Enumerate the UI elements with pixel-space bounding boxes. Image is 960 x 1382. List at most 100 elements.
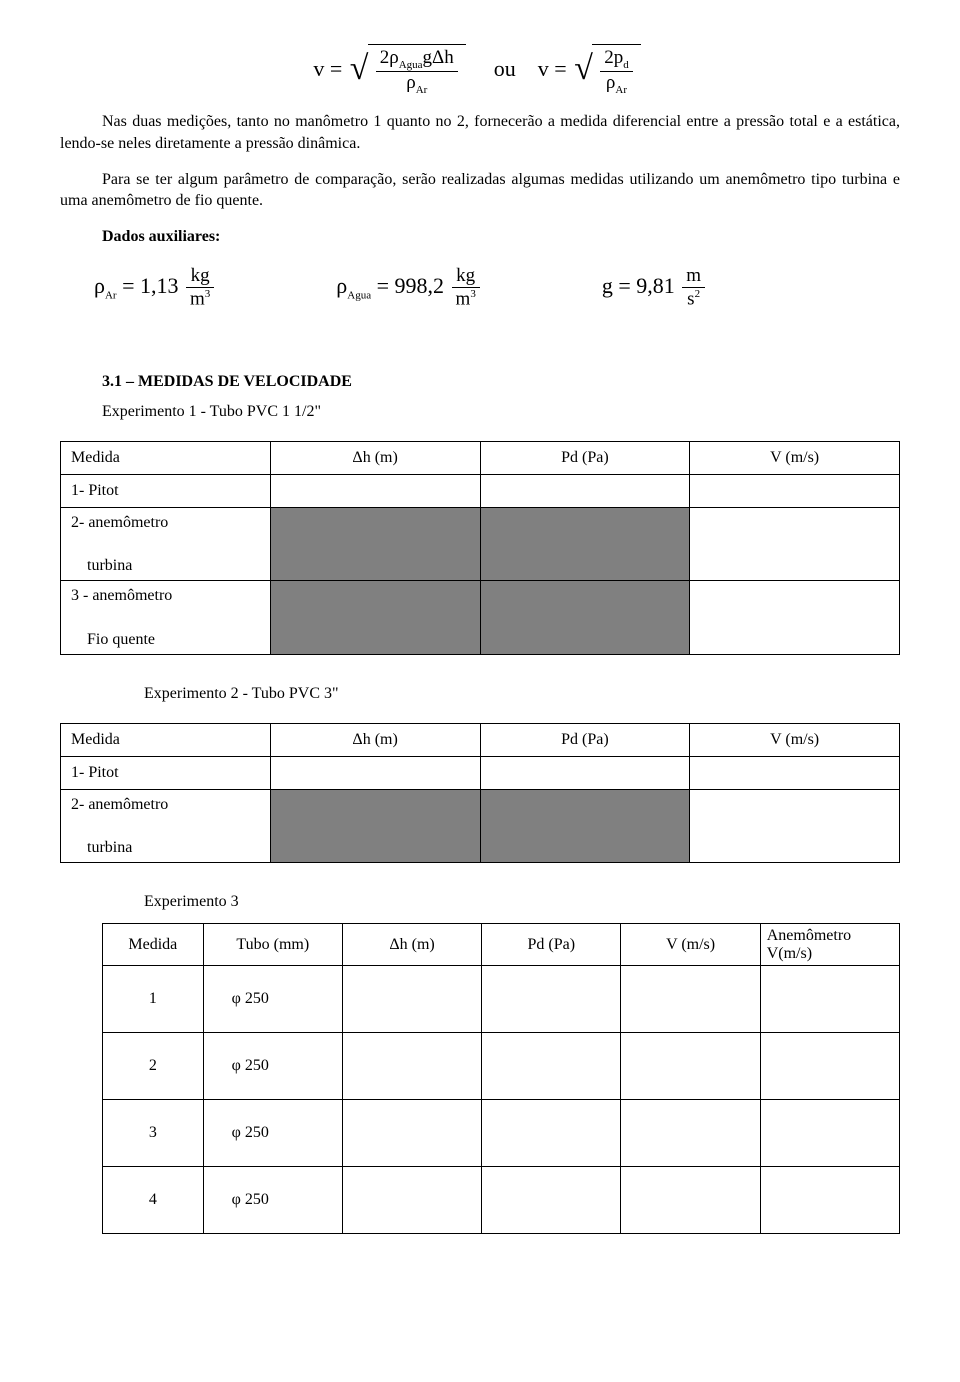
table-row: 2 φ 250 (103, 1033, 900, 1100)
cell (690, 474, 900, 507)
exp2-h2: Pd (Pa) (480, 723, 690, 756)
formula-num2: 2pd (600, 47, 633, 72)
anemo-line2: V(m/s) (767, 945, 812, 962)
rho-agua-unit-den: m3 (452, 288, 480, 311)
cell (482, 1033, 621, 1100)
exp1-r1-label: 2- anemômetro turbina (61, 507, 271, 581)
dados-auxiliares-row: ρAr = 1,13 kg m3 ρAgua = 998,2 kg m3 g =… (94, 265, 900, 311)
cell (690, 789, 900, 863)
formula-den2: ρAr (600, 72, 633, 97)
exp3-r0-tubo: φ 250 (203, 966, 342, 1033)
exp3-h2: Δh (m) (342, 924, 481, 966)
table-row: 3 - anemômetro Fio quente (61, 581, 900, 655)
rho-ar-lhs: ρAr = 1,13 (94, 273, 179, 298)
exp2-r1-label: 2- anemômetro turbina (61, 789, 271, 863)
exp3-h4: V (m/s) (621, 924, 760, 966)
formula-den1: ρAr (376, 72, 458, 97)
cell-shaded (270, 789, 480, 863)
row-label-sub: Fio quente (87, 631, 155, 648)
table-header-row: Medida Δh (m) Pd (Pa) V (m/s) (61, 723, 900, 756)
table-row: 2- anemômetro turbina (61, 507, 900, 581)
rho-ar-unit-den: m3 (186, 288, 214, 311)
table-row: 1 φ 250 (103, 966, 900, 1033)
cell (690, 507, 900, 581)
exp1-h0: Medida (61, 441, 271, 474)
cell (690, 581, 900, 655)
row-label-main: 2- anemômetro (71, 514, 168, 531)
exp2-title: Experimento 2 - Tubo PVC 3" (144, 683, 900, 705)
exp3-r2-n: 3 (103, 1100, 204, 1167)
cell (621, 1167, 760, 1234)
exp1-r0-label: 1- Pitot (61, 474, 271, 507)
rho-agua-lhs: ρAgua = 998,2 (336, 273, 444, 298)
cell (342, 1167, 481, 1234)
row-label-sub: turbina (87, 557, 132, 574)
sqrt-2: 2pd ρAr (578, 44, 641, 97)
cell-shaded (270, 507, 480, 581)
cell (621, 1033, 760, 1100)
exp2-table: Medida Δh (m) Pd (Pa) V (m/s) 1- Pitot 2… (60, 723, 900, 864)
cell (270, 474, 480, 507)
exp3-h3: Pd (Pa) (482, 924, 621, 966)
formula-num1: 2ρAguagΔh (376, 47, 458, 72)
exp3-r3-tubo: φ 250 (203, 1167, 342, 1234)
table-row: 2- anemômetro turbina (61, 789, 900, 863)
row-label-main: 2- anemômetro (71, 796, 168, 813)
table-row: 4 φ 250 (103, 1167, 900, 1234)
velocity-formula: v = 2ρAguagΔh ρAr ou v = 2pd ρAr (60, 44, 900, 97)
sqrt-1: 2ρAguagΔh ρAr (354, 44, 466, 97)
cell (480, 756, 690, 789)
cell (760, 1033, 899, 1100)
exp2-r0-label: 1- Pitot (61, 756, 271, 789)
table-row: 1- Pitot (61, 474, 900, 507)
cell (482, 966, 621, 1033)
exp2-h1: Δh (m) (270, 723, 480, 756)
cell (342, 1033, 481, 1100)
exp1-title: Experimento 1 - Tubo PVC 1 1/2" (102, 401, 900, 423)
exp3-r1-n: 2 (103, 1033, 204, 1100)
cell (342, 1100, 481, 1167)
exp3-r2-tubo: φ 250 (203, 1100, 342, 1167)
exp1-r2-label: 3 - anemômetro Fio quente (61, 581, 271, 655)
paragraph-1: Nas duas medições, tanto no manômetro 1 … (60, 111, 900, 154)
exp3-r3-n: 4 (103, 1167, 204, 1234)
exp3-r0-n: 1 (103, 966, 204, 1033)
cell (480, 474, 690, 507)
row-label-main: 3 - anemômetro (71, 587, 172, 604)
cell-shaded (270, 581, 480, 655)
row-label-sub: turbina (87, 839, 132, 856)
cell (482, 1167, 621, 1234)
table-row: 3 φ 250 (103, 1100, 900, 1167)
cell (270, 756, 480, 789)
table-header-row: Medida Δh (m) Pd (Pa) V (m/s) (61, 441, 900, 474)
cell (621, 1100, 760, 1167)
formula-connector: ou (494, 56, 516, 81)
rho-agua: ρAgua = 998,2 kg m3 (336, 265, 482, 311)
section-title: 3.1 – MEDIDAS DE VELOCIDADE (102, 371, 900, 393)
g-lhs: g = 9,81 (602, 273, 675, 298)
paragraph-2: Para se ter algum parâmetro de comparaçã… (60, 169, 900, 212)
exp3-table: Medida Tubo (mm) Δh (m) Pd (Pa) V (m/s) … (102, 923, 900, 1234)
cell (760, 966, 899, 1033)
table-header-row: Medida Tubo (mm) Δh (m) Pd (Pa) V (m/s) … (103, 924, 900, 966)
exp3-r1-tubo: φ 250 (203, 1033, 342, 1100)
g-value: g = 9,81 m s2 (602, 265, 707, 311)
anemo-line1: Anemômetro (767, 927, 851, 944)
exp2-h3: V (m/s) (690, 723, 900, 756)
exp1-table: Medida Δh (m) Pd (Pa) V (m/s) 1- Pitot 2… (60, 441, 900, 656)
exp3-h5: Anemômetro V(m/s) (760, 924, 899, 966)
cell-shaded (480, 581, 690, 655)
exp1-h3: V (m/s) (690, 441, 900, 474)
exp3-title: Experimento 3 (144, 891, 900, 913)
rho-ar: ρAr = 1,13 kg m3 (94, 265, 216, 311)
exp1-h2: Pd (Pa) (480, 441, 690, 474)
cell-shaded (480, 507, 690, 581)
exp3-h0: Medida (103, 924, 204, 966)
formula-lhs1: v = (313, 56, 342, 81)
g-unit-den: s2 (682, 288, 705, 311)
exp2-h0: Medida (61, 723, 271, 756)
rho-ar-unit-num: kg (186, 265, 214, 288)
cell (342, 966, 481, 1033)
dados-title: Dados auxiliares: (60, 226, 900, 248)
cell (690, 756, 900, 789)
